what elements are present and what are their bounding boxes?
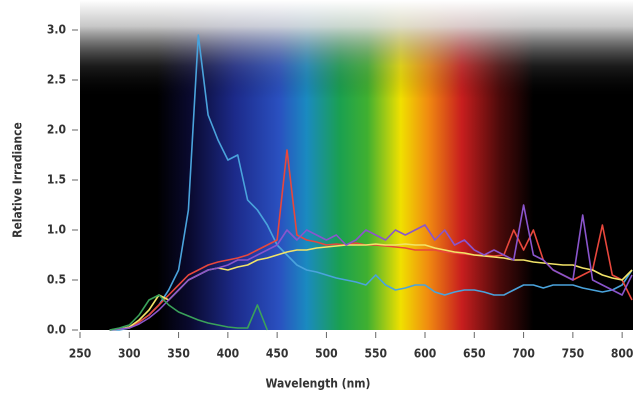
x-axis-label: Wavelength (nm) — [266, 377, 371, 391]
y-tick-label: 0.5 — [47, 273, 66, 287]
x-tick-label: 600 — [414, 347, 437, 361]
x-tick-label: 750 — [562, 347, 585, 361]
x-tick-label: 300 — [118, 347, 141, 361]
x-tick-label: 650 — [463, 347, 486, 361]
x-tick-label: 400 — [217, 347, 240, 361]
x-tick-label: 250 — [69, 347, 92, 361]
y-tick-label: 1.0 — [47, 223, 66, 237]
y-tick-label: 2.0 — [47, 123, 66, 137]
spectrum-line — [109, 294, 269, 331]
y-tick-label: 2.5 — [47, 73, 66, 87]
y-tick-label: 3.0 — [47, 23, 66, 37]
x-tick-label: 450 — [266, 347, 289, 361]
spectrum-line — [109, 34, 633, 331]
x-tick-label: 700 — [512, 347, 535, 361]
x-tick-label: 500 — [315, 347, 338, 361]
y-tick-label: 0.0 — [47, 323, 66, 337]
top-fade — [80, 0, 633, 330]
y-axis-label: Relative Irradiance — [11, 122, 25, 238]
x-tick-label: 800 — [611, 347, 633, 361]
y-tick-label: 1.5 — [47, 173, 66, 187]
x-tick-label: 550 — [364, 347, 387, 361]
x-tick-label: 350 — [167, 347, 190, 361]
spectrum-line — [109, 204, 633, 331]
